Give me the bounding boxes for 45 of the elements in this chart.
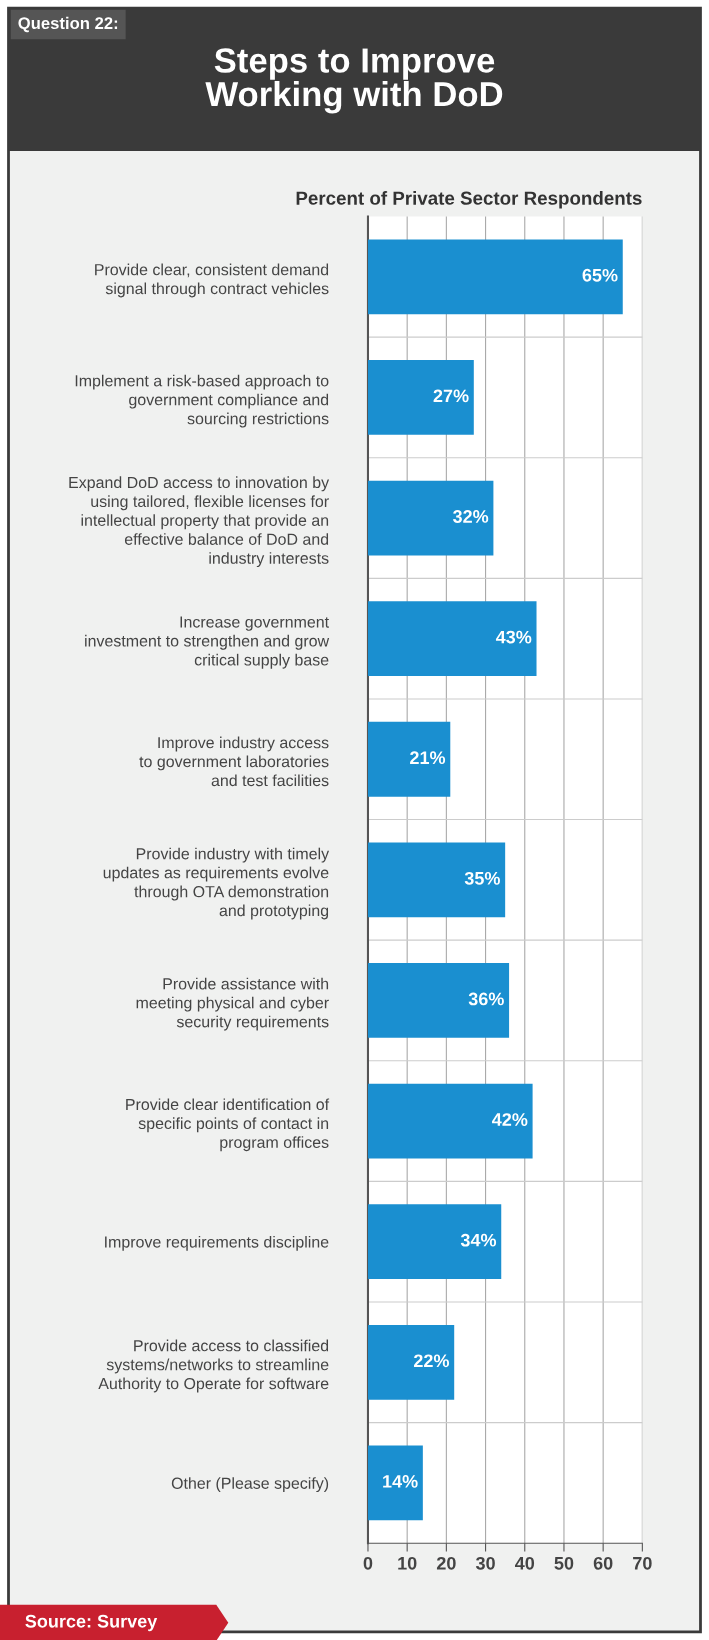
- x-tick-label: 20: [436, 1556, 456, 1570]
- y-tick-label: Other (Please specify): [171, 1477, 329, 1493]
- bar: [367, 480, 494, 556]
- data-label: 65%: [582, 268, 618, 282]
- y-tick-label: Improve industry access to government laboratories and test facilities: [139, 736, 329, 787]
- bar: [367, 239, 623, 315]
- data-label: 43%: [495, 630, 532, 644]
- data-label: 32%: [452, 510, 489, 523]
- y-tick-label: Provide industry with timely updates as requirements evolve through OTA demonstration and prototyping: [103, 847, 330, 920]
- chart-title: Steps to Improve Working with DoD: [205, 48, 503, 114]
- bar: [367, 1204, 502, 1280]
- y-tick-label: Provide clear, consistent demand signal through contract vehicles: [95, 263, 329, 298]
- bar: [367, 1324, 455, 1400]
- data-label: 27%: [433, 389, 469, 403]
- data-label: 22%: [413, 1354, 450, 1368]
- y-tick-label: Expand DoD access to innovation by using tailored, flexible licenses for intellectual property that provide an effective balance of DoD and industry interests: [69, 476, 330, 568]
- data-label: 34%: [460, 1233, 497, 1247]
- x-tick-label: 30: [475, 1556, 495, 1570]
- text: Question 22:: [18, 16, 118, 33]
- x-tick-label: 70: [633, 1556, 652, 1570]
- x-tick-label: 10: [398, 1556, 417, 1570]
- bar: [367, 1445, 423, 1521]
- source-note: Source: Survey: [25, 1614, 158, 1632]
- y-tick-label: Increase government investment to strengthen and grow critical supply base: [85, 616, 330, 669]
- data-label: 14%: [383, 1475, 418, 1488]
- bar: [367, 360, 474, 435]
- y-tick-label: Provide assistance with meeting physical and cyber security requirements: [136, 977, 329, 1031]
- bar: [367, 1083, 533, 1159]
- x-tick-label: 50: [554, 1556, 574, 1570]
- y-tick-label: Provide access to classified systems/networks to streamline Authority to Operate for software: [98, 1339, 329, 1393]
- bar: [367, 842, 506, 918]
- x-tick-label: 60: [593, 1556, 613, 1570]
- data-label: 35%: [464, 871, 500, 885]
- x-tick-label: 40: [514, 1556, 535, 1570]
- bar: [367, 963, 510, 1038]
- x-tick-label: 0: [363, 1556, 373, 1570]
- bar: [367, 721, 451, 797]
- data-label: 21%: [410, 751, 446, 765]
- data-label: 42%: [492, 1113, 528, 1126]
- y-tick-label: Provide clear identification of specific points of contact in program offices: [126, 1098, 330, 1152]
- bar: [367, 601, 537, 677]
- y-tick-label: Implement a risk-based approach to government compliance and sourcing restrictions: [75, 374, 329, 428]
- data-label: 36%: [468, 992, 504, 1006]
- y-tick-label: Improve requirements discipline: [105, 1235, 329, 1251]
- chart-subtitle: Percent of Private Sector Respondents: [296, 191, 642, 209]
